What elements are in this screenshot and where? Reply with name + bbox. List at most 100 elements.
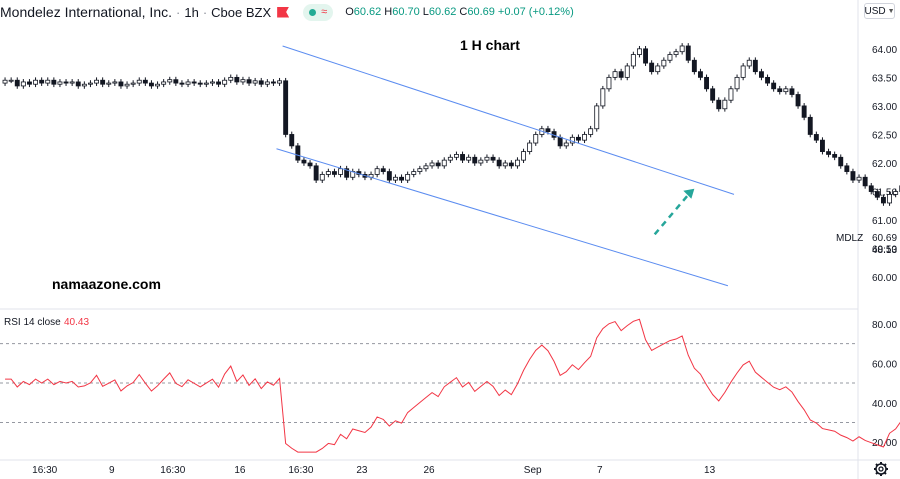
price-tick-label: 60.50 [872,245,897,256]
candle [106,82,112,85]
candle [545,128,551,133]
ohlc-item: O60.62 [345,6,382,18]
currency-label: USD [864,5,886,17]
chevron-down-icon: ▼ [887,7,895,15]
market-status-badge[interactable]: ≈ [303,3,334,21]
candle [582,134,587,141]
candle [8,79,14,82]
candle [887,193,892,204]
candle [33,79,38,85]
candle [661,59,667,67]
candle [844,165,850,172]
ohlc-item: C60.69 [459,6,495,18]
separator: · [202,4,208,20]
candle [630,54,636,67]
candle [417,168,423,172]
candle [752,59,758,73]
candle [295,145,301,161]
candle [746,59,752,67]
candle [75,81,81,87]
x-tick-label: 16 [234,465,246,476]
price-tick-label: 61.50 [872,188,897,199]
candle [771,82,777,90]
candle [386,171,392,181]
candle [26,81,32,85]
candle [441,159,447,167]
candle [667,54,673,61]
wave-icon: ≈ [321,6,328,18]
price-tick-label: 64.00 [872,45,897,56]
rsi-label: RSI 14 close [4,317,61,328]
ohlc-item: H60.70 [384,6,420,18]
candle [380,168,386,172]
symbol-title[interactable]: Mondelez International, Inc. [0,4,172,20]
candle [716,99,722,110]
candle [57,81,63,85]
candle [508,162,514,167]
candle [704,76,709,90]
candle [533,134,539,144]
candle [484,156,490,161]
flag-icon[interactable] [277,6,290,18]
candle [557,136,563,147]
candle [63,81,69,84]
candle [838,156,844,167]
interval-label[interactable]: 1h [184,4,199,20]
candle [765,76,770,84]
candle [405,174,411,181]
candle [344,168,350,178]
candle [893,191,899,195]
candle [576,136,581,141]
candle [69,81,75,84]
x-tick-label: 16:30 [160,465,185,476]
candle [807,116,813,135]
candle [197,82,203,85]
rsi-line [5,318,900,453]
candle [679,45,685,53]
candle [868,185,874,192]
separator: · [176,4,181,20]
candle [423,165,429,170]
candle [209,81,215,84]
candle [490,156,496,161]
candle [722,99,728,110]
x-tick-label: 23 [356,465,368,476]
candle [277,80,282,84]
candle [124,83,130,87]
candle [673,51,679,55]
ohlc-item: +0.07 (+0.12%) [497,6,574,18]
candle [826,151,831,155]
candle [179,82,185,85]
candle [466,156,472,161]
candle [460,154,465,161]
price-tick-label: 62.50 [872,130,897,141]
x-tick-label: 13 [704,465,716,476]
candle [39,79,45,84]
candle [801,105,807,118]
gear-icon[interactable] [873,461,889,477]
candle [502,162,508,167]
candle [515,159,520,167]
candle [191,81,197,84]
candle [14,79,20,87]
candle [81,83,87,87]
candle [118,81,124,87]
candle [789,88,795,95]
candle [649,62,655,73]
candle [246,79,252,84]
candle [728,88,734,101]
candle [374,168,380,175]
candle [338,168,343,175]
channel-lower-line [276,148,729,287]
candle [691,59,697,73]
candle [637,48,642,55]
candle [447,156,453,161]
candle [881,196,886,204]
chart-header: Mondelez International, Inc. · 1h · Cboe… [0,3,577,21]
candle [618,71,624,78]
candle [655,65,661,73]
candle [167,79,173,83]
candle [2,79,8,84]
currency-button[interactable]: USD ▼ [864,3,895,19]
